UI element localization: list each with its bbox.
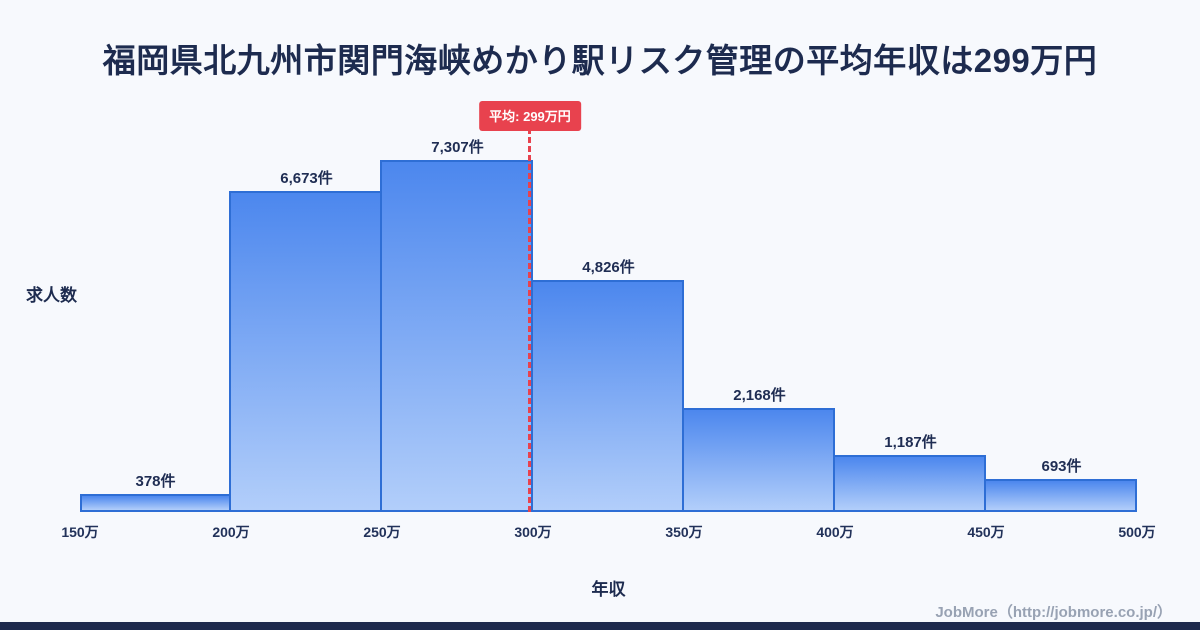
y-axis-label: 求人数 (26, 286, 77, 305)
bar-value-label: 693件 (1041, 458, 1082, 475)
bar-value-label: 4,826件 (582, 259, 635, 276)
x-axis-tick-label: 250万 (363, 524, 401, 540)
x-axis-tick-label: 200万 (212, 524, 250, 540)
bar-value-label: 1,187件 (884, 434, 937, 451)
x-axis-tick-label: 300万 (514, 524, 552, 540)
bottom-accent-bar (0, 622, 1200, 630)
histogram-bar (984, 479, 1137, 512)
footer-credit: JobMore（http://jobmore.co.jp/） (935, 604, 1172, 621)
histogram-bar (229, 191, 382, 512)
x-axis-tick-label: 450万 (967, 524, 1005, 540)
histogram-bar (380, 160, 533, 512)
average-line (528, 128, 532, 512)
chart-title: 福岡県北九州市関門海峡めかり駅リスク管理の平均年収は299万円 (102, 42, 1098, 79)
bar-value-label: 2,168件 (733, 387, 786, 404)
bar-value-label: 378件 (135, 473, 176, 490)
x-axis-tick-label: 400万 (816, 524, 854, 540)
x-axis-label: 年収 (591, 580, 626, 599)
histogram-bar (80, 494, 231, 512)
x-axis-tick-label: 350万 (665, 524, 703, 540)
histogram-bar (531, 280, 684, 512)
histogram-bar (833, 455, 986, 512)
x-axis-tick-label: 500万 (1118, 524, 1156, 540)
bar-value-label: 7,307件 (431, 139, 484, 156)
histogram-bar (682, 408, 835, 512)
average-badge: 平均: 299万円 (479, 101, 581, 131)
x-axis-tick-label: 150万 (61, 524, 99, 540)
bar-value-label: 6,673件 (280, 170, 333, 187)
